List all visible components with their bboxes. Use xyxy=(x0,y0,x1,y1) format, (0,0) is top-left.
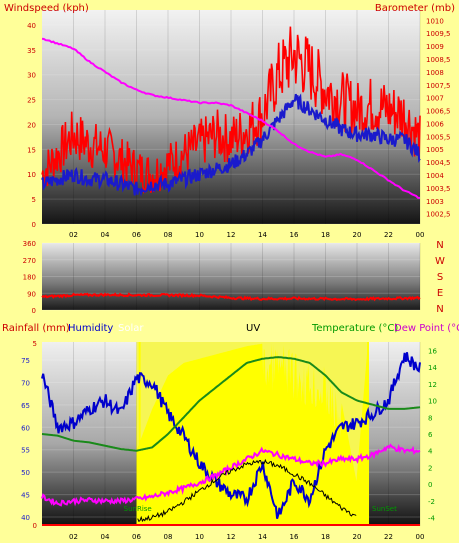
direction-tick-label: 0 xyxy=(32,307,36,315)
x-tick-label: 08 xyxy=(164,533,173,541)
y-right-tick-label: 1004 xyxy=(426,172,444,180)
sunset-label: SunSet xyxy=(372,505,397,513)
y-left-tick-label: 35 xyxy=(27,47,36,55)
compass-label: E xyxy=(437,288,443,299)
y-left-tick-label: 5 xyxy=(32,196,36,204)
y-right-tick-label: 1008,5 xyxy=(426,56,451,64)
temperature-tick-label: 14 xyxy=(428,364,437,372)
humidity-tick-label: 45 xyxy=(21,492,30,500)
y-left-tick-label: 15 xyxy=(27,146,36,154)
x-tick-label: 16 xyxy=(290,533,299,541)
y-left-tick-label: 25 xyxy=(27,97,36,105)
x-tick-label: 00 xyxy=(416,231,425,239)
x-tick-label: 12 xyxy=(227,533,236,541)
x-tick-label: 20 xyxy=(353,533,362,541)
humidity-tick-label: 50 xyxy=(21,469,30,477)
temperature-tick-label: 2 xyxy=(428,464,432,472)
x-tick-label: 18 xyxy=(321,231,330,239)
x-tick-label: 04 xyxy=(101,533,110,541)
temperature-tick-label: 6 xyxy=(428,431,433,439)
temperature-line xyxy=(41,356,421,452)
humidity-tick-label: 75 xyxy=(21,357,30,365)
y-right-tick-label: 1007 xyxy=(426,95,444,103)
y-left-tick-label: 0 xyxy=(32,221,36,229)
humidity-tick-label: 65 xyxy=(21,402,30,410)
y-right-tick-label: 1008 xyxy=(426,69,444,77)
y-left-tick-label: 20 xyxy=(27,121,36,129)
x-tick-label: 14 xyxy=(258,231,267,239)
direction-tick-label: 180 xyxy=(23,274,36,282)
humidity-line xyxy=(41,352,421,519)
temperature-tick-label: 0 xyxy=(428,481,432,489)
x-tick-label: 08 xyxy=(164,231,173,239)
barometer-line xyxy=(41,37,420,199)
y-right-tick-label: 1009 xyxy=(426,43,444,51)
humidity-tick-label: 70 xyxy=(21,379,30,387)
x-tick-label: 10 xyxy=(195,231,204,239)
humidity-tick-label: 60 xyxy=(21,424,30,432)
rainfall-axis-label: Rainfall (mm) xyxy=(2,323,70,334)
uv-line xyxy=(137,458,357,523)
y-left-tick-label: 30 xyxy=(27,72,36,80)
temperature-axis-label: Temperature (°C) xyxy=(311,323,398,334)
y-right-tick-label: 1002,5 xyxy=(426,211,451,219)
humidity-tick-label: 40 xyxy=(21,514,30,522)
x-tick-label: 00 xyxy=(416,533,425,541)
temperature-tick-label: 8 xyxy=(428,414,432,422)
y-left-tick-label: 40 xyxy=(27,22,36,30)
x-tick-label: 18 xyxy=(321,533,330,541)
sunrise-label: SunRise xyxy=(124,505,152,513)
wind-direction-line xyxy=(41,292,421,302)
barometer-axis-label: Barometer (mb) xyxy=(375,3,455,14)
direction-tick-label: 270 xyxy=(23,257,36,265)
x-tick-label: 10 xyxy=(195,533,204,541)
rain-tick-label: 0 xyxy=(33,522,37,530)
y-right-tick-label: 1003,5 xyxy=(426,185,451,193)
temperature-tick-label: 10 xyxy=(428,398,437,406)
y-left-tick-label: 10 xyxy=(27,171,36,179)
dewpoint-axis-label: Dew Point (°C) xyxy=(394,323,459,334)
compass-label: N xyxy=(436,304,443,315)
wind-speed-line xyxy=(41,26,421,194)
direction-tick-label: 360 xyxy=(23,240,36,248)
x-tick-label: 06 xyxy=(132,533,141,541)
x-tick-label: 06 xyxy=(132,231,141,239)
wind-axis-label: Windspeed (kph) xyxy=(4,3,89,14)
y-right-tick-label: 1006 xyxy=(426,120,444,128)
direction-tick-label: 90 xyxy=(27,290,36,298)
y-right-tick-label: 1003 xyxy=(426,198,444,206)
rain-tick-label: 5 xyxy=(33,340,37,348)
compass-label: S xyxy=(437,272,443,283)
x-tick-label: 12 xyxy=(227,231,236,239)
temperature-tick-label: 16 xyxy=(428,347,437,355)
compass-label: W xyxy=(435,256,445,267)
solar-area xyxy=(136,342,368,482)
x-tick-label: 02 xyxy=(69,231,78,239)
y-right-tick-label: 1004,5 xyxy=(426,159,451,167)
y-right-tick-label: 1007,5 xyxy=(426,82,451,90)
x-tick-label: 22 xyxy=(384,533,393,541)
compass-label: N xyxy=(436,240,443,251)
y-right-tick-label: 1009,5 xyxy=(426,30,451,38)
wind-avg-line xyxy=(41,93,421,197)
x-tick-label: 14 xyxy=(258,533,267,541)
y-right-tick-label: 1005,5 xyxy=(426,133,451,141)
temperature-tick-label: 4 xyxy=(428,448,433,456)
x-tick-label: 20 xyxy=(353,231,362,239)
x-tick-label: 02 xyxy=(69,533,78,541)
y-right-tick-label: 1005 xyxy=(426,146,444,154)
solar-axis-label: Solar xyxy=(118,323,144,334)
y-right-tick-label: 1006,5 xyxy=(426,108,451,116)
temperature-tick-label: 12 xyxy=(428,381,437,389)
uv-axis-label: UV xyxy=(246,323,260,334)
y-right-tick-label: 1010 xyxy=(426,17,444,25)
temperature-tick-label: -2 xyxy=(428,498,435,506)
temperature-tick-label: -4 xyxy=(428,515,436,523)
x-tick-label: 22 xyxy=(384,231,393,239)
x-tick-label: 16 xyxy=(290,231,299,239)
humidity-axis-label: Humidity xyxy=(68,323,113,334)
x-tick-label: 04 xyxy=(101,231,110,239)
humidity-tick-label: 55 xyxy=(21,447,30,455)
